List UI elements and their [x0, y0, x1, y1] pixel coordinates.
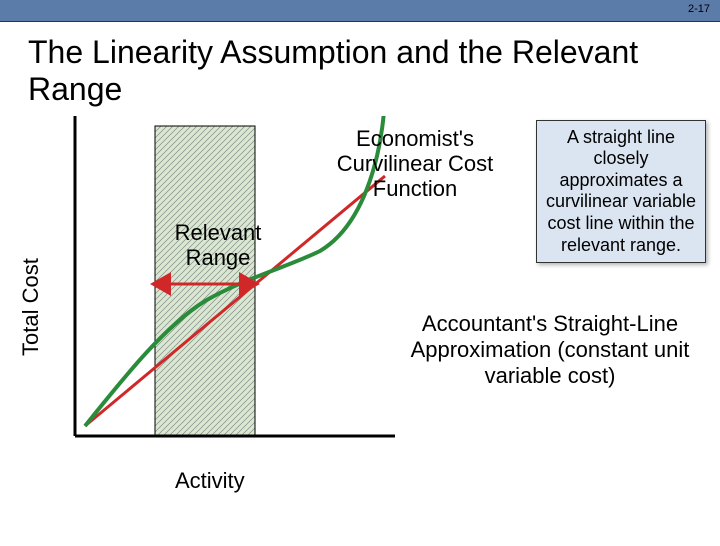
- accountant-line-label: Accountant's Straight-Line Approximation…: [395, 311, 705, 390]
- slide-number: 2-17: [688, 3, 710, 15]
- explanation-box: A straight line closely approximates a c…: [536, 120, 706, 264]
- y-axis-label: Total Cost: [18, 258, 44, 356]
- relevant-range-box: [155, 126, 255, 436]
- slide-title: The Linearity Assumption and the Relevan…: [0, 22, 720, 116]
- economist-curve-label: Economist's Curvilinear Cost Function: [320, 126, 510, 202]
- top-bar: 2-17: [0, 0, 720, 22]
- content-area: Total Cost Activity Economist's Curvili: [0, 116, 720, 546]
- relevant-range-label: Relevant Range: [153, 220, 283, 271]
- x-axis-label: Activity: [175, 468, 245, 494]
